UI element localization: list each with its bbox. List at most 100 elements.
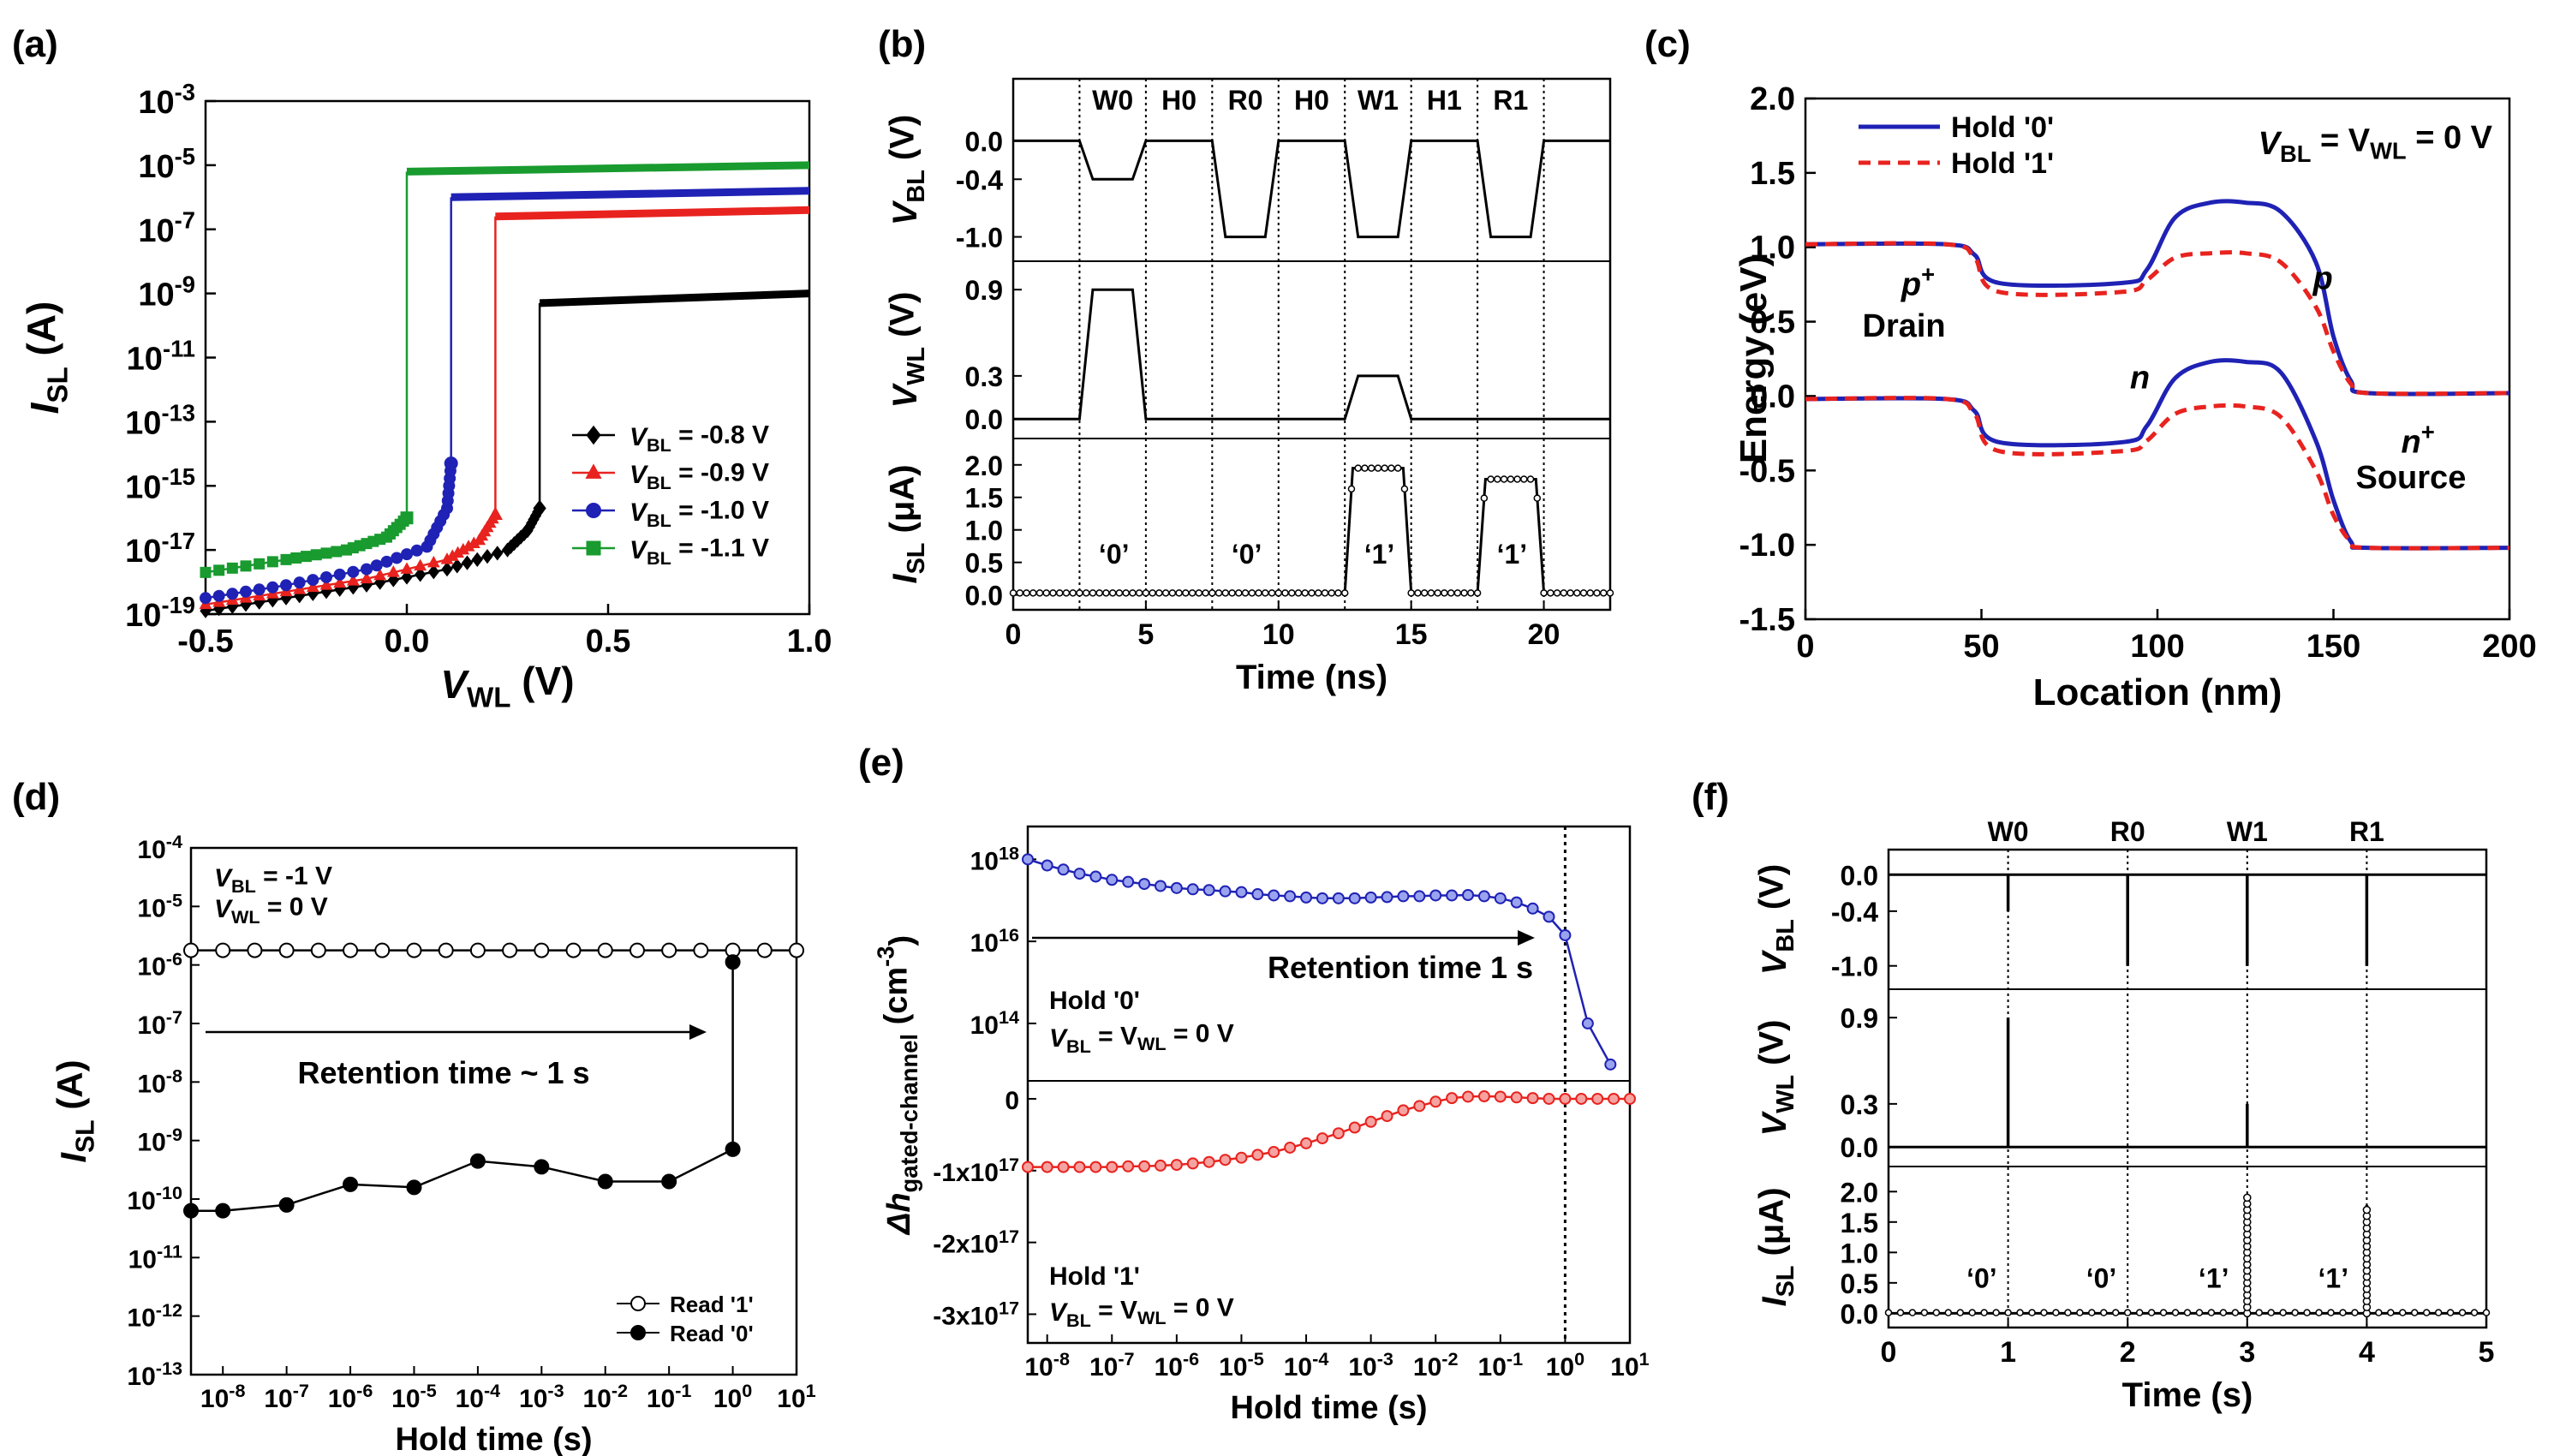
text-span: 10: [1089, 1353, 1118, 1381]
legend-label: VBL = -1.0 V: [630, 496, 769, 531]
text-span: -1.5: [1739, 602, 1795, 638]
y-tick-label: 0.0: [1841, 1298, 1878, 1329]
y-tick-label: 2.0: [1841, 1177, 1878, 1208]
x-tick-label: 10: [1262, 618, 1295, 651]
data-point: [306, 580, 319, 593]
data-point: [471, 552, 483, 567]
isl-point: [1221, 589, 1230, 597]
text-span: 10: [137, 953, 165, 982]
isl-point: [1381, 464, 1388, 472]
text-span: SL: [72, 1119, 100, 1153]
text-span: = -1.0 V: [671, 496, 769, 524]
text-span: (V): [883, 115, 921, 170]
x-tick-label: 1: [2000, 1336, 2016, 1369]
isl-point: [1367, 464, 1375, 472]
text-span: -3x10: [933, 1302, 999, 1330]
retention-label: Retention time ~ 1 s: [297, 1055, 589, 1090]
y-tick-label: 10-13: [125, 399, 195, 441]
isl-point: [1255, 589, 1262, 597]
isl-point: [1467, 589, 1475, 597]
y-tick-label: 10-17: [125, 528, 195, 570]
text-span: 5: [2479, 1336, 2495, 1369]
phase-label: W0: [1092, 85, 1133, 116]
isl-point: [1195, 589, 1203, 597]
isl-point: [1347, 485, 1356, 493]
state-label: ‘0’: [1966, 1263, 1997, 1294]
hold0-point: [1268, 889, 1280, 902]
x-tick-label: 100: [713, 1380, 752, 1413]
data-point: [725, 954, 741, 970]
x-tick-label: 10-4: [1284, 1348, 1329, 1381]
isl-point: [2064, 1309, 2072, 1316]
data-point: [200, 592, 212, 605]
isl-point: [1188, 589, 1196, 597]
isl-point: [1214, 589, 1223, 597]
text-span: 50: [1963, 629, 1999, 665]
text-span: 10: [713, 1385, 742, 1413]
phase-label: H1: [1427, 85, 1462, 116]
y-tick-label: 10-5: [137, 889, 182, 922]
x-tick-label: 200: [2482, 629, 2536, 665]
x-tick-label: 10-6: [1155, 1348, 1200, 1381]
hold0-label: Hold '0': [1049, 987, 1140, 1015]
isl-point: [1328, 589, 1335, 597]
hold0-point: [1429, 889, 1442, 902]
text-span: (V): [511, 659, 575, 703]
text-span: 0: [1005, 1087, 1019, 1115]
isl-point: [1586, 589, 1595, 597]
text-span: 1.5: [1750, 156, 1795, 192]
isl-point: [1573, 589, 1581, 597]
isl-point: [2123, 1309, 2132, 1316]
x-axis-label: Time (s): [2122, 1376, 2253, 1414]
text-span: 0.0: [1841, 860, 1878, 891]
x-tick-label: 101: [1610, 1348, 1649, 1381]
isl-point: [2351, 1309, 2359, 1316]
isl-point: [2458, 1309, 2467, 1316]
data-point: [212, 589, 225, 602]
x-tick-label: 10-8: [200, 1380, 246, 1413]
text-span: 0.0: [385, 624, 430, 659]
hold1-point: [1022, 1161, 1034, 1173]
vbl-axis-label: VBL (V): [883, 115, 930, 226]
text-span: -13: [156, 1358, 182, 1379]
text-span: 0.5: [1750, 305, 1795, 341]
text-span: -4: [166, 831, 182, 852]
x-tick-label: 10-2: [1413, 1348, 1459, 1381]
data-point: [469, 1153, 486, 1169]
state-label: ‘0’: [1232, 539, 1262, 570]
data-point: [406, 942, 422, 958]
isl-point: [2171, 1309, 2180, 1316]
text-span: 10: [328, 1385, 356, 1413]
region-label: n+: [2402, 418, 2435, 460]
phase-label: H0: [1161, 85, 1196, 116]
text-span: 1.0: [1841, 1238, 1878, 1268]
isl-point: [1122, 589, 1130, 597]
isl-point: [1520, 475, 1528, 483]
text-span: -7: [175, 207, 195, 234]
text-span: V: [214, 895, 234, 923]
isl-point: [1513, 475, 1521, 483]
text-span: V: [886, 382, 924, 408]
text-span: 10: [1348, 1353, 1376, 1381]
text-span: 0: [742, 1380, 752, 1401]
y-tick-label: 0.0: [965, 581, 1003, 612]
isl-point: [1149, 589, 1156, 597]
stack-frame: [1887, 848, 2488, 1329]
text-span: -1: [1507, 1348, 1523, 1369]
hold1-point: [1543, 1092, 1555, 1105]
panel-label-d: (d): [12, 776, 60, 818]
x-axis-label: Hold time (s): [1230, 1390, 1427, 1426]
series-line-on: [495, 206, 810, 221]
text-span: W1: [1358, 85, 1399, 116]
text-span: 17: [999, 1154, 1019, 1175]
text-span: (d): [12, 776, 60, 818]
data-point: [400, 562, 414, 574]
y-tick-label: 10-5: [138, 143, 195, 185]
y-tick-label: -1.0: [1739, 528, 1795, 564]
text-span: 16: [999, 924, 1019, 946]
y-tick-label: 10-7: [137, 1006, 182, 1040]
text-span: Location (nm): [2033, 671, 2282, 713]
text-span: +: [2421, 418, 2435, 445]
text-span: 10: [582, 1385, 611, 1413]
